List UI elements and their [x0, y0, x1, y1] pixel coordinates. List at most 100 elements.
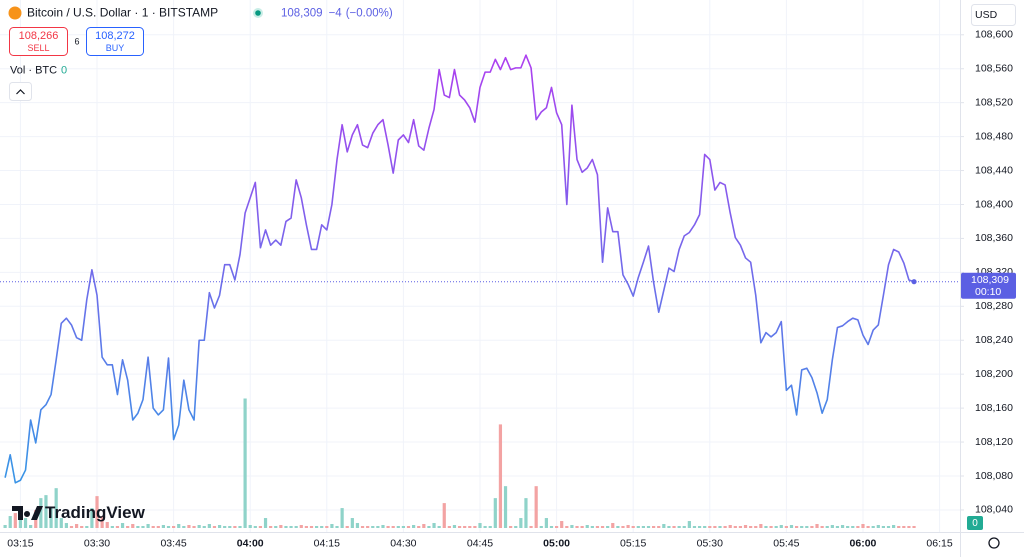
volume-bar: [457, 526, 462, 528]
volume-bar: [238, 526, 242, 528]
volume-bar: [549, 526, 554, 528]
volume-bar: [284, 526, 288, 528]
brand-logo: [12, 506, 43, 520]
volume-bar: [774, 526, 778, 528]
volume-bar: [473, 526, 477, 528]
buy-button[interactable]: [86, 27, 144, 56]
volume-bar: [412, 525, 416, 528]
volume-bar: [223, 526, 227, 528]
y-tick-label: 108,280: [975, 300, 1013, 312]
chevron-icon[interactable]: [16, 89, 25, 95]
volume-bar: [483, 526, 487, 528]
currency-button[interactable]: [971, 4, 1016, 26]
volume-bar: [228, 526, 232, 528]
volume-bar: [626, 525, 630, 528]
volume-bar: [524, 498, 528, 528]
volume-bar: [64, 523, 68, 528]
volume-bar: [217, 525, 222, 528]
volume-bar: [406, 526, 411, 528]
volume-bar: [728, 525, 732, 528]
volume-bar: [733, 526, 737, 528]
volume-bar: [810, 526, 814, 528]
volume-bar: [299, 525, 303, 528]
volume-bar: [631, 526, 635, 528]
volume-bar: [340, 508, 344, 528]
volume-bar: [381, 525, 385, 528]
volume-bar: [192, 526, 196, 528]
volume-bar: [166, 526, 171, 528]
price-line: [4, 54, 915, 484]
x-tick-label: 06:15: [926, 537, 952, 549]
volume-bar: [442, 503, 446, 528]
volume-bar: [662, 524, 666, 528]
volume-badge: [967, 516, 983, 530]
volume-bar: [314, 526, 319, 528]
volume-bar: [74, 524, 79, 528]
volume-bar: [274, 526, 278, 528]
x-tick-label: 05:00: [543, 537, 570, 549]
coin-icon: [8, 6, 22, 20]
volume-bar: [447, 526, 451, 528]
volume-bar: [708, 526, 712, 528]
last-price-badge: [961, 272, 1016, 299]
volume-bar: [595, 526, 600, 528]
volume-bar: [437, 526, 441, 528]
sell-label[interactable]: SELL: [27, 43, 49, 53]
volume-bar: [59, 518, 63, 528]
volume-bar: [713, 526, 717, 528]
volume-bar: [120, 523, 125, 528]
volume-bar: [13, 513, 17, 528]
volume-bar: [207, 524, 211, 528]
volume-bar: [177, 524, 181, 528]
volume-bar: [820, 526, 824, 528]
volume-bar: [49, 508, 53, 528]
volume-bar: [621, 526, 625, 528]
buy-label[interactable]: BUY: [106, 43, 125, 53]
collapse-button[interactable]: [9, 82, 32, 101]
x-tick-label: 03:30: [84, 537, 110, 549]
volume-bar: [723, 526, 727, 528]
volume-bar: [69, 526, 74, 528]
volume-bar: [876, 525, 880, 528]
volume-bar: [815, 524, 819, 528]
volume-bar: [80, 526, 84, 528]
volume-bar: [360, 526, 365, 528]
volume-bar: [105, 522, 109, 528]
volume-bar: [692, 526, 697, 528]
sell-price[interactable]: 108,266: [19, 30, 59, 42]
volume-bar: [156, 526, 160, 528]
volume-bar: [279, 525, 283, 528]
volume-bar: [606, 526, 610, 528]
y-tick-label: 108,240: [975, 334, 1013, 346]
volume-bar: [187, 525, 191, 528]
volume-bar: [197, 525, 201, 528]
volume-bar: [529, 526, 533, 528]
volume-bar: [417, 526, 421, 528]
volume-bar: [503, 486, 508, 528]
volume-bar: [304, 526, 308, 528]
volume-bar: [371, 526, 375, 528]
volume-bar: [95, 496, 99, 528]
volume-bar: [667, 526, 671, 528]
x-tick-label: 04:45: [467, 537, 493, 549]
volume-bar: [146, 524, 150, 528]
volume-bar: [366, 526, 370, 528]
settings-icon[interactable]: [988, 537, 1000, 549]
volume-bar: [8, 516, 12, 528]
volume-bar: [452, 525, 457, 528]
volume-bar: [580, 526, 584, 528]
volume-bar: [759, 524, 763, 528]
volume-bar: [54, 488, 58, 528]
volume-bar: [325, 526, 329, 528]
volume-bar: [110, 526, 114, 528]
sell-button[interactable]: [9, 27, 68, 56]
buy-price[interactable]: 108,272: [95, 30, 135, 42]
x-tick-label: 04:30: [390, 537, 416, 549]
volume-bar: [902, 526, 906, 528]
volume-bar: [136, 526, 140, 528]
currency[interactable]: USD: [975, 9, 998, 21]
volume-bar: [687, 521, 691, 528]
volume-bar: [115, 526, 120, 528]
volume-bar: [646, 526, 651, 528]
